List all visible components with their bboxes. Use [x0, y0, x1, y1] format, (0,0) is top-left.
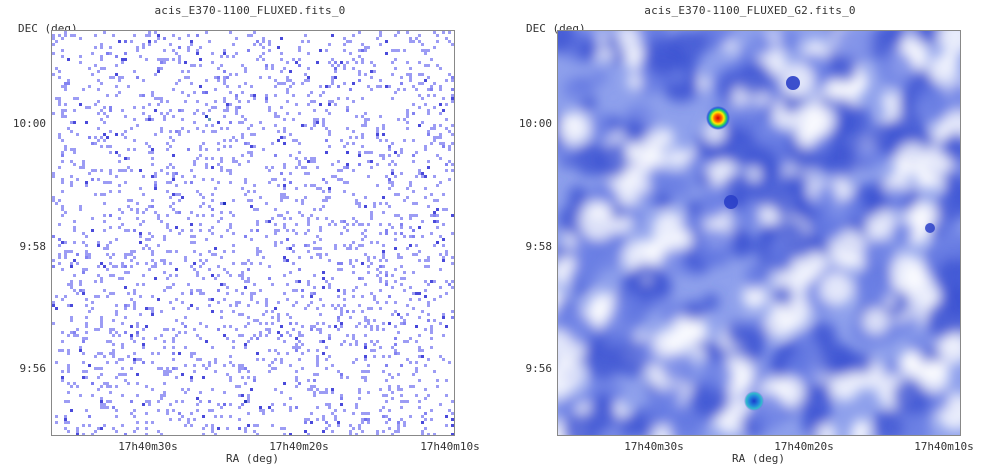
- left-image-panel: acis_E370-1100_FLUXED.fits_0 DEC (deg) 1…: [12, 4, 480, 465]
- left-ytick-956: 9:56: [19, 362, 47, 375]
- right-xtick-30s: 17h40m30s: [624, 440, 684, 453]
- left-ytick-1000: 10:00: [12, 117, 46, 130]
- left-ytick-958: 9:58: [19, 240, 47, 253]
- right-image-panel: acis_E370-1100_FLUXED_G2.fits_0 DEC (deg…: [500, 0, 1000, 472]
- left-xtick-20s: 17h40m20s: [269, 440, 329, 453]
- right-xtick-10s: 17h40m10s: [914, 440, 974, 453]
- right-fits-image-smoothed: [558, 31, 960, 435]
- right-image-canvas[interactable]: [557, 30, 961, 436]
- left-fits-image: [52, 31, 454, 435]
- right-xtick-20s: 17h40m20s: [774, 440, 834, 453]
- left-x-axis-label: RA (deg): [226, 452, 279, 465]
- left-image-canvas[interactable]: [51, 30, 455, 436]
- right-ytick-958: 9:58: [525, 240, 553, 253]
- left-xtick-10s: 17h40m10s: [420, 440, 480, 453]
- right-x-axis-label: RA (deg): [732, 452, 785, 465]
- right-ytick-956: 9:56: [525, 362, 553, 375]
- right-panel-title: acis_E370-1100_FLUXED_G2.fits_0: [644, 4, 856, 17]
- left-xtick-30s: 17h40m30s: [118, 440, 178, 453]
- right-ytick-1000: 10:00: [518, 117, 552, 130]
- left-panel-title: acis_E370-1100_FLUXED.fits_0: [154, 4, 346, 17]
